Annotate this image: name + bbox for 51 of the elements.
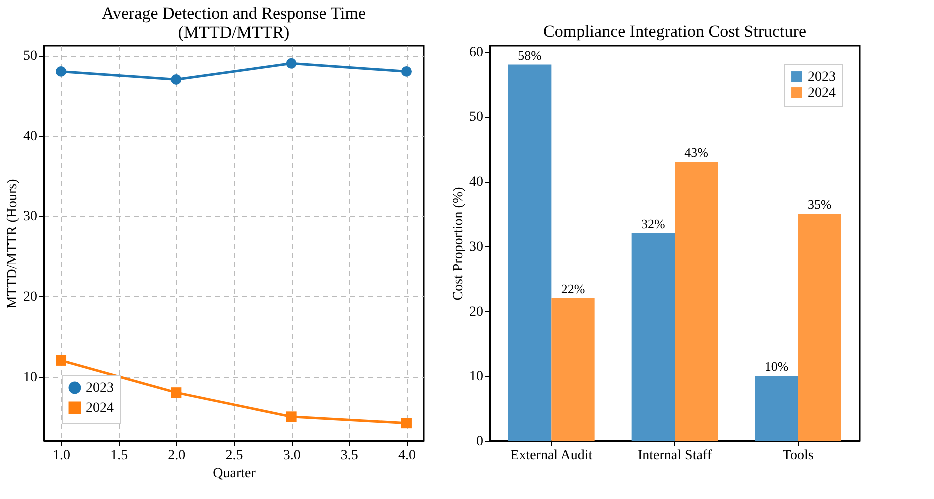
y-tick-label: 30 — [470, 240, 484, 255]
legend-label: 2024 — [808, 86, 836, 101]
point — [286, 58, 297, 69]
point — [286, 412, 297, 422]
bar — [755, 376, 798, 441]
x-tick-label: 3.5 — [340, 448, 358, 464]
y-tick-label: 40 — [24, 129, 38, 144]
legend-label: 2023 — [808, 70, 836, 85]
chart-title: Average Detection and Response Time (MTTD/MTTR) — [102, 4, 366, 42]
point — [171, 388, 182, 398]
x-tick-label: 2.0 — [168, 448, 186, 464]
legend-label: 2023 — [86, 381, 114, 396]
x-tick-label: 4.0 — [398, 448, 416, 464]
point — [401, 418, 412, 429]
y-tick-label: 60 — [470, 45, 484, 60]
y-tick-label: 20 — [470, 304, 484, 320]
point — [171, 74, 182, 85]
data-label: 58% — [518, 48, 542, 63]
y-tick-label: 0 — [476, 434, 484, 450]
y-tick-label: 20 — [24, 290, 38, 305]
y-tick-label: 10 — [470, 370, 484, 385]
x-axis-title: Quarter — [213, 466, 256, 482]
x-tick-label: Tools — [782, 448, 814, 464]
y-tick-label: 10 — [24, 370, 38, 386]
bar — [508, 64, 552, 441]
point — [56, 355, 67, 366]
bar — [798, 214, 842, 441]
data-label: 22% — [561, 281, 586, 296]
x-tick-label: External Audit — [510, 448, 593, 464]
data-label: 35% — [808, 196, 832, 212]
x-tick-label: 1.0 — [53, 448, 71, 464]
bar — [675, 162, 718, 441]
bar — [552, 298, 595, 441]
y-tick-label: 50 — [24, 49, 38, 64]
y-tick-label: 30 — [24, 210, 38, 225]
y-tick-label: 50 — [470, 110, 484, 126]
x-tick-label: 1.5 — [110, 448, 128, 464]
y-axis-title: MTTD/MTTR (Hours) — [6, 178, 20, 309]
y-tick-label: 40 — [470, 175, 484, 190]
data-label: 10% — [764, 359, 789, 374]
legend-label: 2024 — [86, 401, 114, 416]
y-axis-title: Cost Proportion (%) — [452, 186, 466, 301]
x-tick-label: 2.5 — [226, 448, 244, 464]
chart-title: Compliance Integration Cost Structure — [544, 22, 806, 41]
point — [401, 66, 412, 77]
point — [56, 66, 67, 77]
data-label: 32% — [641, 216, 666, 232]
bar — [632, 233, 675, 441]
x-tick-label: Internal Staff — [638, 448, 712, 464]
data-label: 43% — [684, 145, 709, 160]
x-tick-label: 3.0 — [283, 448, 301, 464]
